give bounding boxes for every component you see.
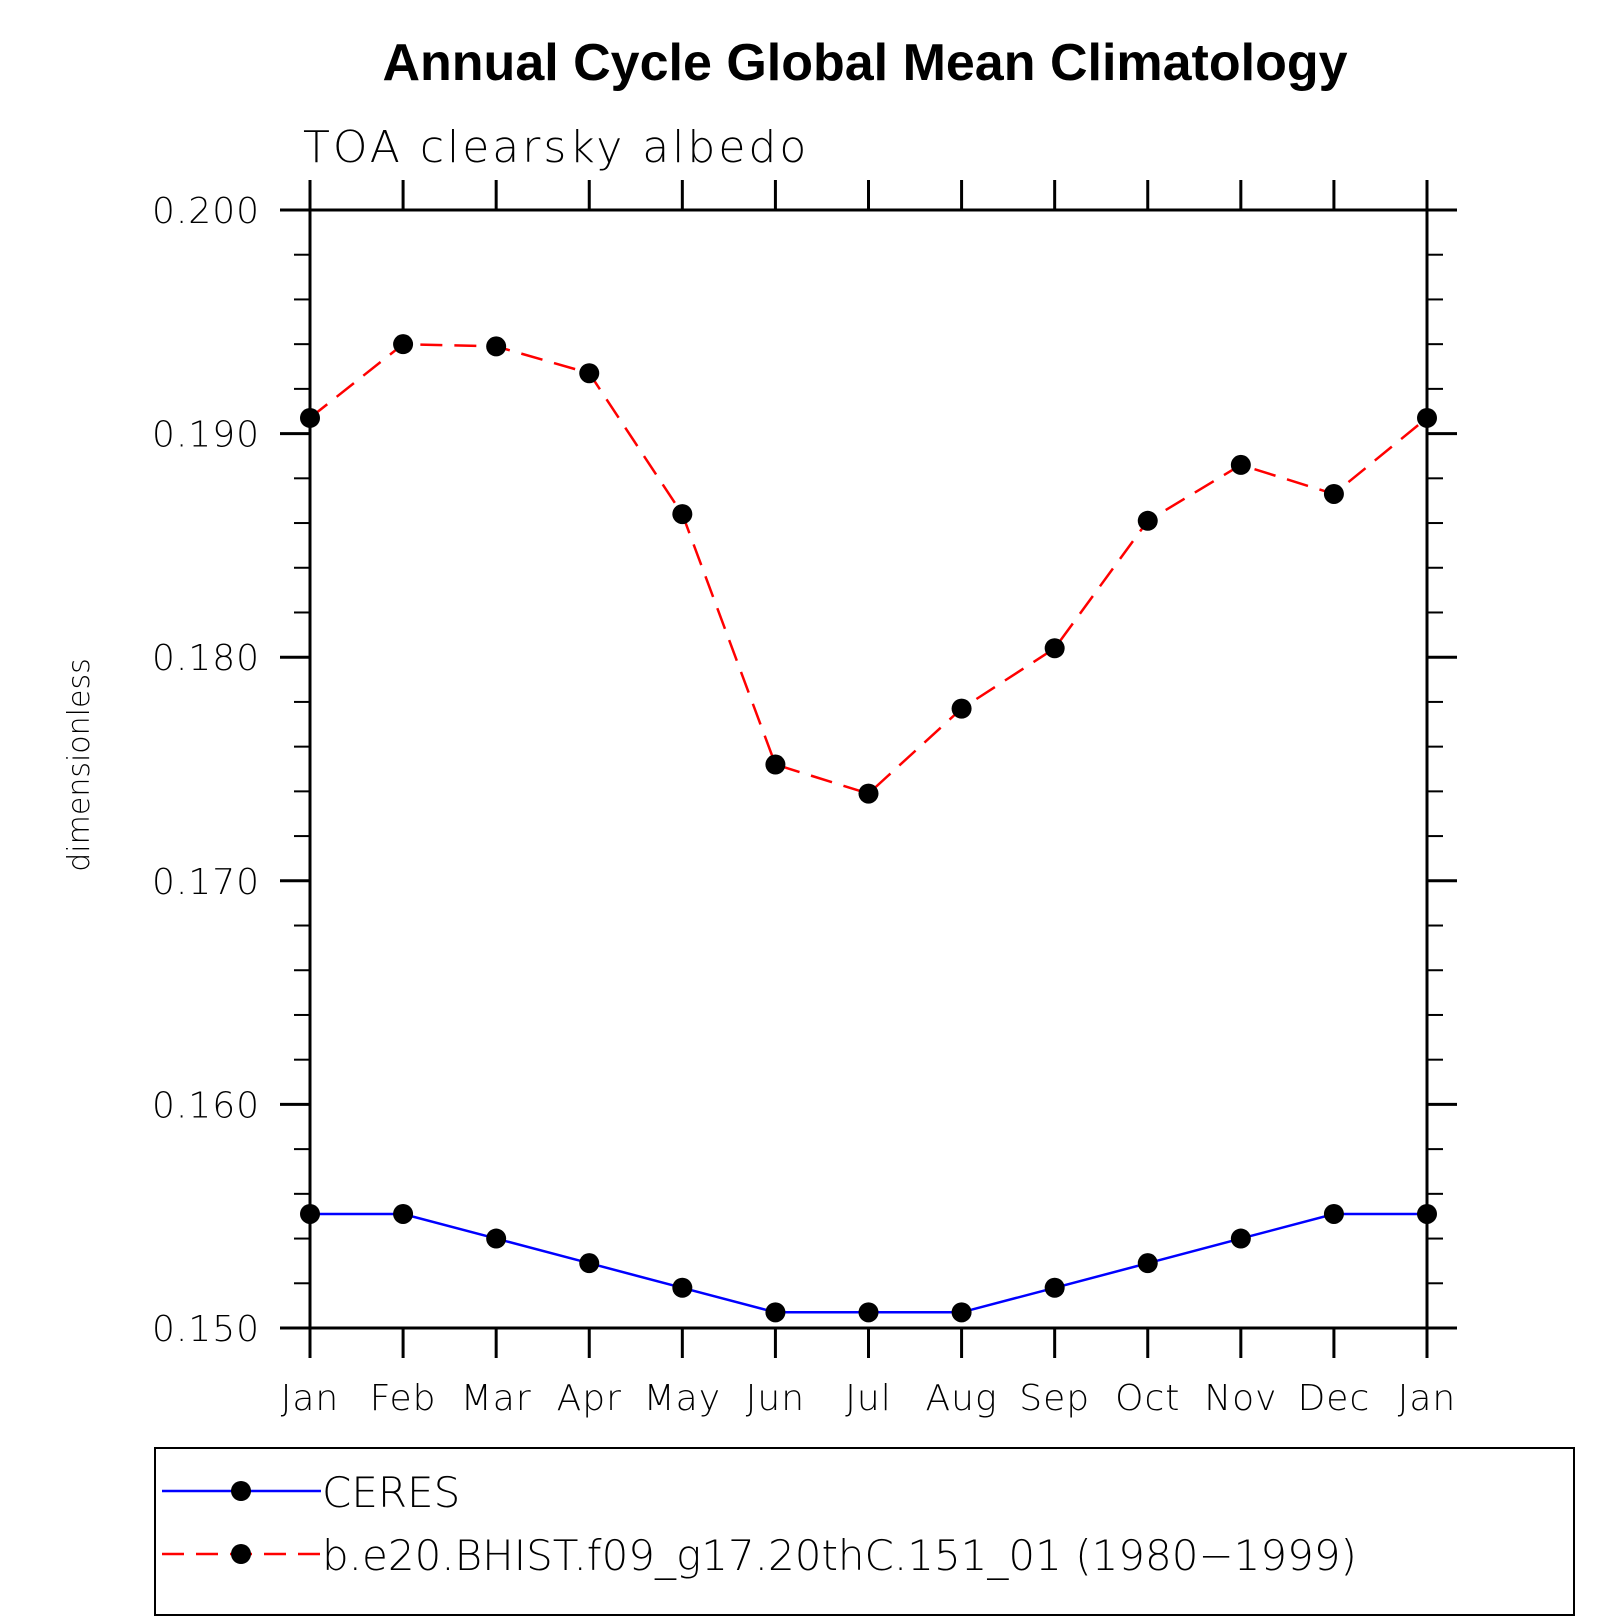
data-point xyxy=(300,1203,320,1224)
data-point xyxy=(1323,483,1344,504)
data-point xyxy=(858,783,879,804)
data-point xyxy=(1323,1203,1344,1224)
legend-box xyxy=(154,1447,1575,1616)
data-point xyxy=(1417,1203,1437,1224)
x-tick-label: Jul xyxy=(845,1378,891,1419)
legend-marker xyxy=(231,1544,251,1564)
x-tick-label: Jan xyxy=(1398,1378,1457,1419)
legend: CERES b.e20.BHIST.f09_g17.20thC.151_01 (1… xyxy=(154,1447,1575,1616)
series-1 xyxy=(300,1203,1437,1323)
data-point xyxy=(486,336,507,357)
series-2 xyxy=(300,334,1437,804)
legend-label: CERES xyxy=(322,1468,460,1517)
data-point xyxy=(951,1302,972,1323)
y-tick-label: 0.180 xyxy=(152,638,260,679)
x-tick-label: Dec xyxy=(1298,1378,1371,1419)
x-tick-label: Sep xyxy=(1019,1378,1090,1419)
x-tick-label: Jun xyxy=(746,1378,805,1419)
x-tick-label: Mar xyxy=(461,1378,532,1419)
data-point xyxy=(579,363,600,384)
legend-entry-1: CERES xyxy=(162,1468,460,1517)
x-tick-label: May xyxy=(644,1378,721,1419)
y-tick-label: 0.150 xyxy=(152,1309,260,1350)
legend-label: b.e20.BHIST.f09_g17.20thC.151_01 (1980−1… xyxy=(322,1531,1357,1580)
data-point xyxy=(1137,1253,1158,1274)
data-point xyxy=(672,1277,693,1298)
data-point xyxy=(1137,510,1158,531)
data-point xyxy=(300,407,320,428)
x-tick-label: Oct xyxy=(1115,1378,1180,1419)
x-tick-label: Aug xyxy=(926,1378,998,1419)
series-line xyxy=(309,342,1428,796)
x-tick-label: Nov xyxy=(1204,1378,1277,1419)
y-tick-label: 0.170 xyxy=(152,862,260,903)
x-tick-label: Feb xyxy=(370,1378,437,1419)
y-tick-label: 0.200 xyxy=(152,191,260,232)
data-point xyxy=(765,1302,786,1323)
data-point xyxy=(765,754,786,775)
data-point xyxy=(1044,638,1065,659)
y-tick-label: 0.160 xyxy=(152,1085,260,1126)
y-axis-label: dimensionless xyxy=(62,658,97,871)
y-tick-label: 0.190 xyxy=(152,415,260,456)
x-tick-label: Apr xyxy=(557,1378,622,1419)
data-point xyxy=(1417,407,1437,428)
data-point xyxy=(486,1228,507,1249)
data-point xyxy=(393,334,414,355)
axes: Jan Feb Mar Apr May Jun Jul Aug Sep Oct Nov Dec Jan 0… xyxy=(152,180,1457,1419)
series-line xyxy=(310,1212,1427,1314)
data-point xyxy=(1044,1277,1065,1298)
legend-entry-2: b.e20.BHIST.f09_g17.20thC.151_01 (1980−1… xyxy=(162,1531,1357,1580)
chart-title: Annual Cycle Global Mean Climatology xyxy=(382,34,1347,92)
series-layer xyxy=(300,334,1437,1323)
data-point xyxy=(951,698,972,719)
legend-marker xyxy=(231,1481,251,1501)
data-point xyxy=(1230,1228,1251,1249)
data-point xyxy=(393,1203,414,1224)
x-tick-label: Jan xyxy=(281,1378,340,1419)
data-point xyxy=(858,1302,879,1323)
chart-subtitle: TOA clearsky albedo xyxy=(303,122,809,173)
data-point xyxy=(1230,454,1251,475)
data-point xyxy=(579,1253,600,1274)
data-point xyxy=(672,504,693,525)
plot-frame xyxy=(308,208,1429,1330)
